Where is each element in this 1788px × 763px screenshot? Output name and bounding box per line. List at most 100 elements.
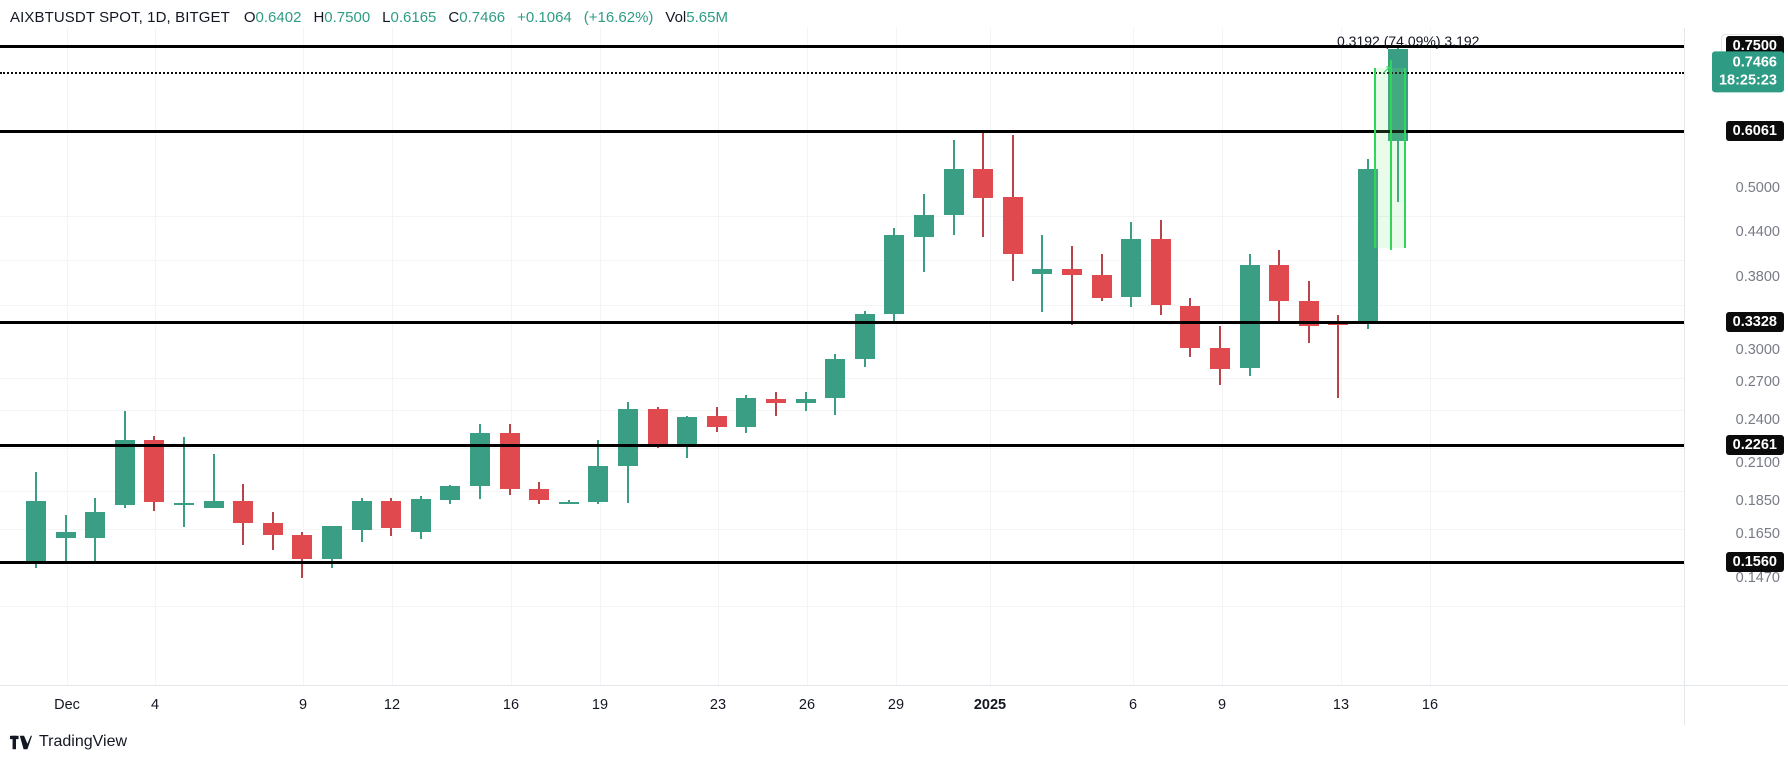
candlestick[interactable] (470, 28, 490, 685)
candle-wick (183, 436, 185, 528)
candlestick[interactable] (677, 28, 698, 685)
candlestick[interactable] (1062, 28, 1082, 685)
candlestick[interactable] (1002, 28, 1023, 685)
price-level-badge[interactable]: 0.6061 (1725, 121, 1784, 141)
candlestick[interactable] (736, 28, 757, 685)
candle-wick (212, 454, 215, 509)
candlestick[interactable] (85, 28, 106, 685)
vertical-gridline (303, 28, 304, 685)
candlestick[interactable] (618, 28, 638, 685)
price-level-badge[interactable]: 0.1560 (1725, 552, 1784, 572)
time-axis[interactable]: Dec 4 9 12 16 19 23 26 29 2025 6 9 13 16 (0, 685, 1684, 725)
measure-tool-line[interactable] (1390, 60, 1392, 250)
candlestick[interactable] (588, 28, 609, 685)
price-axis[interactable]: USDT 0.50000.44000.38000.30000.27000.240… (1684, 28, 1788, 685)
candlestick[interactable] (1150, 28, 1171, 685)
price-axis-tick: 0.2700 (1735, 374, 1780, 390)
candle-body (1032, 269, 1053, 274)
price-level-badge[interactable]: 0.3328 (1725, 312, 1784, 332)
candle-body (26, 501, 46, 562)
price-level-badge[interactable]: 0.2261 (1725, 435, 1784, 455)
price-axis-tick: 0.1470 (1735, 570, 1780, 586)
candlestick[interactable] (647, 28, 668, 685)
candlestick[interactable] (1210, 28, 1230, 685)
candle-body (351, 501, 372, 530)
candlestick[interactable] (1091, 28, 1112, 685)
price-level-line[interactable] (0, 561, 1684, 564)
candlestick[interactable] (766, 28, 786, 685)
candlestick[interactable] (499, 28, 520, 685)
candlestick[interactable] (1032, 28, 1053, 685)
candlestick[interactable] (351, 28, 372, 685)
current-price-badge[interactable]: 0.7466 18:25:23 (1711, 51, 1784, 93)
horizontal-gridline (0, 529, 1684, 530)
candlestick[interactable] (1269, 28, 1290, 685)
candlestick[interactable] (1358, 28, 1378, 685)
candlestick[interactable] (1121, 28, 1142, 685)
candlestick[interactable] (203, 28, 224, 685)
candlestick[interactable] (1328, 28, 1349, 685)
tradingview-logo[interactable]: TradingView (10, 733, 127, 751)
candle-body (706, 416, 727, 428)
candlestick[interactable] (381, 28, 402, 685)
candle-body (854, 313, 875, 359)
candlestick[interactable] (174, 28, 194, 685)
measure-tool-arrow-icon: ↗ (1381, 62, 1392, 77)
horizontal-gridline (0, 260, 1684, 261)
candlestick[interactable] (144, 28, 165, 685)
candlestick[interactable] (914, 28, 934, 685)
candlestick[interactable] (1180, 28, 1201, 685)
vertical-gridline (155, 28, 156, 685)
time-axis-tick: 6 (1128, 697, 1138, 713)
price-level-badge[interactable]: 0.7500 (1725, 36, 1784, 56)
ohlc-values: O0.6402 H0.7500 L0.6165 C0.7466 +0.1064 … (244, 9, 728, 26)
candlestick[interactable] (262, 28, 283, 685)
price-level-line[interactable] (0, 444, 1684, 447)
candlestick[interactable] (55, 28, 76, 685)
candle-wick (1041, 235, 1044, 312)
candlestick[interactable] (795, 28, 816, 685)
candlestick[interactable] (1298, 28, 1319, 685)
open-value: O0.6402 (243, 8, 302, 26)
candlestick[interactable] (1239, 28, 1260, 685)
vertical-gridline (1341, 28, 1342, 685)
candlestick[interactable] (943, 28, 964, 685)
candle-body (647, 409, 668, 444)
candle-body (825, 358, 846, 398)
price-axis-tick: 0.4400 (1735, 224, 1780, 240)
time-axis-tick: 16 (1421, 697, 1439, 713)
price-level-line[interactable] (0, 130, 1684, 133)
candle-body (292, 535, 313, 559)
candlestick[interactable] (973, 28, 994, 685)
candle-body (943, 169, 964, 215)
change-percent: (+16.62%) (583, 8, 654, 26)
candle-body (203, 501, 224, 509)
candlestick[interactable] (825, 28, 846, 685)
chart-plot-area[interactable]: ↗ (0, 28, 1684, 685)
candlestick[interactable] (26, 28, 46, 685)
candlestick[interactable] (322, 28, 342, 685)
candle-body (174, 502, 194, 505)
candlestick[interactable] (884, 28, 905, 685)
candlestick[interactable] (114, 28, 135, 685)
candlestick[interactable] (854, 28, 875, 685)
volume-value: Vol5.65M (665, 8, 728, 26)
price-level-line[interactable] (0, 45, 1684, 48)
candle-body (1062, 269, 1082, 276)
candle-wick (1071, 245, 1073, 325)
price-axis-tick: 0.1650 (1735, 526, 1780, 542)
vertical-gridline (511, 28, 512, 685)
candlestick[interactable] (233, 28, 254, 685)
candle-body (558, 501, 579, 504)
candlestick[interactable] (529, 28, 550, 685)
candlestick[interactable] (410, 28, 431, 685)
candlestick[interactable] (440, 28, 461, 685)
price-level-line[interactable] (0, 321, 1684, 324)
candlestick[interactable] (292, 28, 313, 685)
horizontal-gridline (0, 448, 1684, 449)
candlestick[interactable] (558, 28, 579, 685)
symbol-title[interactable]: AIXBTUSDT SPOT, 1D, BITGET (10, 8, 230, 26)
horizontal-gridline (0, 305, 1684, 306)
current-price-value: 0.7466 (1732, 54, 1777, 71)
candlestick[interactable] (706, 28, 727, 685)
